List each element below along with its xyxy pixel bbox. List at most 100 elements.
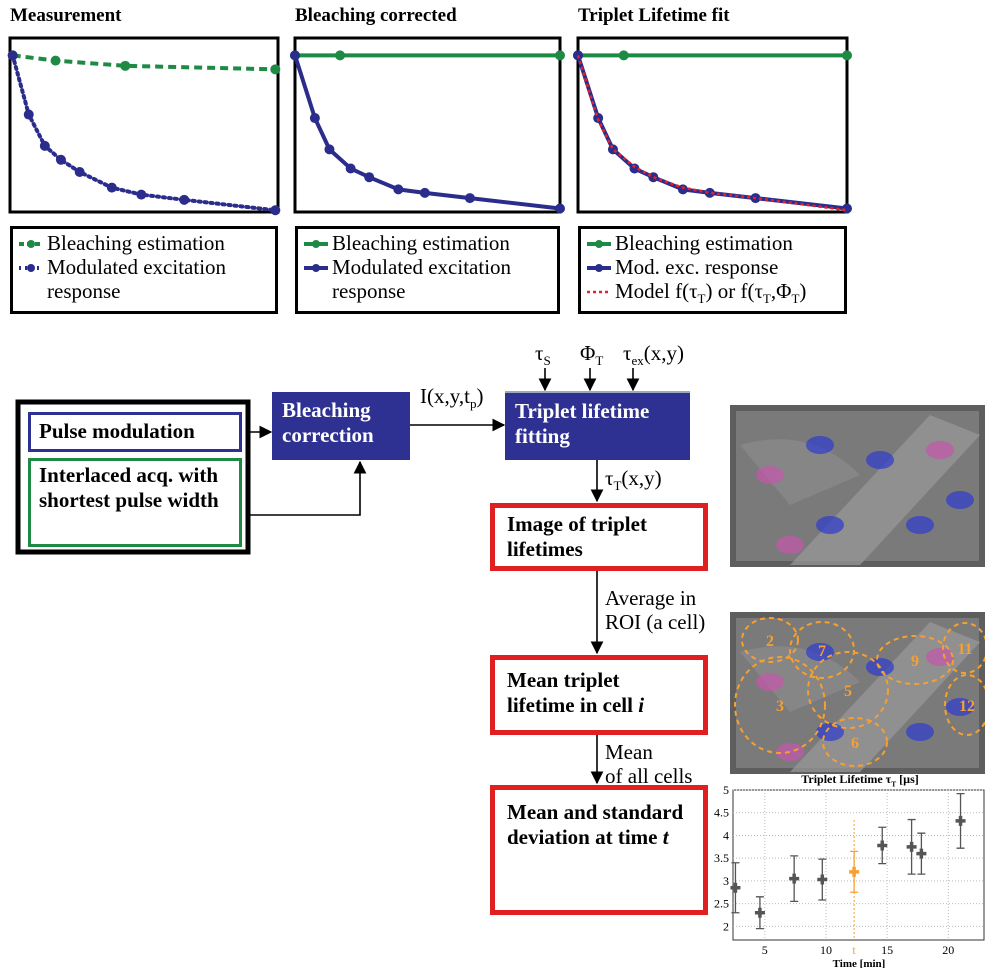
x-tick-label: 20 (942, 943, 954, 957)
point (906, 841, 917, 852)
arrows (248, 368, 640, 785)
fluorescence (806, 436, 834, 454)
chart-title: Triplet Lifetime τT [µs] (735, 772, 985, 791)
legend-text: Bleaching estimation (332, 231, 510, 255)
fluorescence (756, 466, 784, 484)
text-part: T (613, 478, 622, 494)
marker (345, 163, 356, 174)
marker (270, 205, 281, 216)
plot-frame (8, 36, 280, 214)
legend-entry: Model f(τT) or f(τT,ΦT) (585, 279, 840, 311)
node: Mean and standard deviation at time t (490, 785, 708, 915)
x-tick-label: 5 (762, 943, 768, 957)
text-line: Average in (605, 586, 697, 610)
legend-marker (595, 240, 603, 248)
legend-swatch (19, 240, 43, 248)
marker (74, 166, 85, 177)
text-part: T (762, 291, 771, 307)
text-part: T (595, 353, 604, 369)
marker (464, 193, 475, 204)
marker (677, 184, 688, 195)
legend-marker (595, 264, 603, 272)
point (730, 882, 741, 893)
y-tick-label: 2 (723, 919, 729, 933)
legend-entry: Modulated excitation response (302, 255, 553, 303)
legend-swatch (304, 240, 328, 248)
plot-area (732, 789, 985, 941)
text-part: τ (535, 341, 544, 365)
roi-label: 6 (851, 735, 859, 752)
marker (270, 64, 281, 75)
legend-entry: Bleaching estimation (585, 231, 840, 255)
legend-swatch (304, 264, 328, 272)
legend-marker (312, 264, 320, 272)
fluorescence (926, 441, 954, 459)
marker (393, 184, 404, 195)
roi-label: 5 (844, 683, 852, 700)
marker (704, 187, 715, 198)
legend-swatch (19, 264, 43, 272)
edge-label: τS (535, 341, 551, 373)
roi-label: 2 (766, 633, 774, 650)
text-line: ROI (a cell) (605, 610, 706, 634)
text-part: T (891, 779, 897, 789)
text-part: τ (605, 466, 614, 490)
fluorescence (776, 536, 804, 554)
roi-label: 7 (818, 643, 826, 660)
legend: Bleaching estimation Mod. exc. response Mo… (578, 226, 847, 314)
legend-swatch (587, 240, 611, 248)
text-part: Φ (580, 341, 596, 365)
text-part: I(x,y,t (420, 384, 470, 408)
edge-label: Mean of all cells (605, 740, 692, 788)
marker (120, 60, 131, 71)
legend: Bleaching estimation Modulated excitation… (10, 226, 278, 314)
marker (842, 50, 852, 61)
roi-outline (807, 651, 889, 729)
text-part: t (662, 825, 669, 849)
point (955, 815, 966, 826)
point (849, 866, 860, 877)
roi-outline (942, 622, 985, 674)
text-line: Mean (605, 740, 653, 764)
marker (136, 189, 147, 200)
text-part: ) or f(τ (705, 279, 763, 303)
series-line (12, 53, 276, 72)
marker (593, 113, 604, 124)
marker (39, 140, 50, 151)
text-part: p (469, 396, 477, 412)
node: Pulse modulation (28, 412, 242, 452)
x-tick-label: 10 (820, 943, 832, 957)
text-part: ,Φ (770, 279, 792, 303)
edge-label: ΦT (580, 341, 603, 373)
text-part: ) (799, 279, 807, 303)
marker (618, 50, 629, 61)
marker (55, 154, 66, 165)
marker (290, 50, 300, 61)
point (789, 873, 800, 884)
fluorescence (816, 516, 844, 534)
x-axis-label: Time [min] (833, 958, 886, 968)
edge-label: τT(x,y) (605, 466, 662, 498)
y-tick-label: 2.5 (714, 897, 729, 911)
marker (555, 50, 565, 61)
legend-text: Mod. exc. response (615, 255, 779, 279)
marker (106, 182, 117, 193)
legend-text: Bleaching estimation (615, 231, 793, 255)
marker (324, 144, 335, 155)
text-part: Model f(τ (615, 279, 698, 303)
legend-marker (27, 264, 35, 272)
roi-outline (822, 717, 888, 767)
roi-label: 11 (957, 641, 972, 658)
fluorescence (776, 743, 804, 761)
text-line: of all cells (605, 764, 693, 788)
roi-outline (789, 621, 855, 679)
y-tick-label: 3.5 (714, 851, 729, 865)
legend-swatch (587, 290, 611, 294)
text-part: Mean triplet lifetime in cell (507, 668, 639, 717)
arrow (248, 460, 367, 516)
y-tick-label: 3 (723, 874, 729, 888)
text-part: (x,y) (643, 341, 684, 365)
